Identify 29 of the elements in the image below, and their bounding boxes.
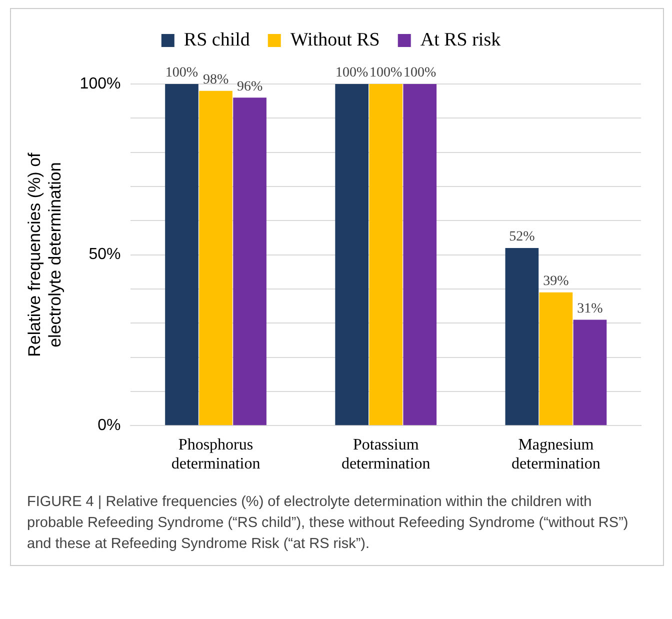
- bar: [539, 292, 573, 426]
- bar: [165, 84, 198, 426]
- data-label: 100%: [165, 66, 198, 81]
- data-label: 98%: [202, 72, 229, 88]
- x-tick-label: Magnesium determination: [512, 436, 600, 473]
- y-tick-label: 0%: [98, 417, 121, 434]
- y-tick-label: 50%: [88, 246, 121, 264]
- x-tick-label: Phosphorus determination: [171, 436, 260, 473]
- legend-label: Without RS: [290, 29, 380, 50]
- bar: [403, 84, 437, 426]
- bar: [199, 90, 232, 426]
- legend-label: At RS risk: [420, 29, 502, 50]
- caption: FIGURE 4 | Relative frequencies (%) of electrolyte determination within the children with probable Refeeding Syndrome (“RS child”), these without Refeeding Syndrome (“without RS”) and these at Refeeding Syndrome Risk (“at RS risk”).: [27, 493, 630, 554]
- data-label: 52%: [509, 230, 536, 245]
- bar: [335, 84, 369, 426]
- x-tick-label: Potassium determination: [341, 436, 430, 473]
- data-label: 100%: [336, 66, 369, 81]
- y-axis-title: Relative frequencies (%) of electrolyte determination: [24, 152, 64, 357]
- y-tick-label: 100%: [80, 75, 121, 92]
- bar: [369, 84, 403, 426]
- data-label: 31%: [577, 301, 604, 316]
- bar: [505, 248, 539, 426]
- data-label: 100%: [404, 66, 437, 81]
- legend-label: RS child: [184, 29, 250, 50]
- bar: [573, 320, 607, 426]
- data-label: 96%: [236, 79, 263, 94]
- data-label: 39%: [543, 274, 570, 290]
- data-label: 100%: [370, 66, 403, 81]
- bar: [233, 98, 266, 426]
